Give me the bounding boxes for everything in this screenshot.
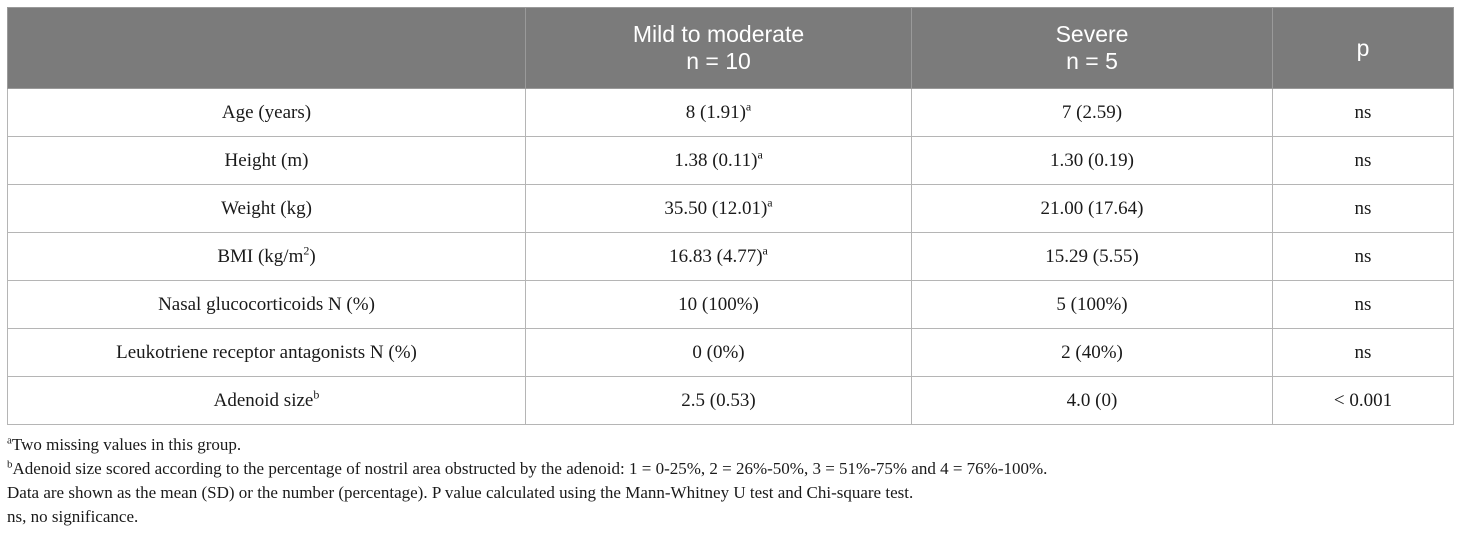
severe-value: 21.00 (17.64) bbox=[911, 184, 1273, 233]
severe-value: 2 (40%) bbox=[911, 328, 1273, 377]
row-label-leukotriene: Leukotriene receptor antagonists N (%) bbox=[7, 328, 526, 377]
row-label-text: Adenoid size bbox=[213, 389, 314, 411]
p-value: ns bbox=[1272, 136, 1454, 185]
table-body: Age (years) 8 (1.91)a 7 (2.59) ns Height… bbox=[7, 88, 1454, 425]
results-table: Mild to moderate n = 10 Severe n = 5 p A… bbox=[7, 7, 1454, 425]
footnote-marker: a bbox=[757, 147, 763, 162]
severe-value: 1.30 (0.19) bbox=[911, 136, 1273, 185]
p-value: ns bbox=[1272, 328, 1454, 377]
table-footnotes: aTwo missing values in this group. bAden… bbox=[7, 433, 1453, 529]
mild-value: 16.83 (4.77) bbox=[669, 245, 763, 267]
table-row: BMI (kg/m2) 16.83 (4.77)a 15.29 (5.55) n… bbox=[7, 232, 1454, 281]
row-label-text: Height (m) bbox=[224, 149, 309, 171]
header-severe-n: n = 5 bbox=[1066, 48, 1118, 74]
severe-value: 7 (2.59) bbox=[911, 88, 1273, 137]
row-label-age: Age (years) bbox=[7, 88, 526, 137]
table-row: Weight (kg) 35.50 (12.01)a 21.00 (17.64)… bbox=[7, 184, 1454, 233]
row-label-text: Age (years) bbox=[221, 101, 312, 123]
mild-value-cell: 10 (100%) bbox=[525, 280, 912, 329]
row-label-height: Height (m) bbox=[7, 136, 526, 185]
row-label-nasal-glucocorticoids: Nasal glucocorticoids N (%) bbox=[7, 280, 526, 329]
row-label-bmi: BMI (kg/m2) bbox=[7, 232, 526, 281]
table-row: Height (m) 1.38 (0.11)a 1.30 (0.19) ns bbox=[7, 136, 1454, 185]
mild-value-cell: 35.50 (12.01)a bbox=[525, 184, 912, 233]
footnote-marker: a bbox=[767, 195, 773, 210]
header-p-value: p bbox=[1272, 7, 1454, 89]
footnote-a-text: Two missing values in this group. bbox=[11, 435, 242, 454]
mild-value-cell: 16.83 (4.77)a bbox=[525, 232, 912, 281]
mild-value: 35.50 (12.01) bbox=[664, 197, 768, 219]
mild-value: 0 (0%) bbox=[692, 341, 745, 363]
p-value: < 0.001 bbox=[1272, 376, 1454, 425]
footnote-ns-note: ns, no significance. bbox=[7, 507, 139, 526]
table-row: Leukotriene receptor antagonists N (%) 0… bbox=[7, 328, 1454, 377]
severe-value: 5 (100%) bbox=[911, 280, 1273, 329]
p-value: ns bbox=[1272, 184, 1454, 233]
p-value: ns bbox=[1272, 88, 1454, 137]
p-value: ns bbox=[1272, 280, 1454, 329]
row-label-sup: 2 bbox=[303, 243, 310, 258]
row-label-suffix: ) bbox=[309, 245, 316, 267]
footnote-data-note: Data are shown as the mean (SD) or the n… bbox=[7, 483, 914, 502]
footnote-marker: a bbox=[745, 99, 752, 114]
footnote-b-mark: b bbox=[7, 458, 13, 471]
row-label-adenoid-size: Adenoid sizeb bbox=[7, 376, 526, 425]
header-severe: Severe n = 5 bbox=[911, 7, 1273, 89]
footnote-b-text: Adenoid size scored according to the per… bbox=[12, 459, 1048, 478]
mild-value-cell: 8 (1.91)a bbox=[525, 88, 912, 137]
row-label-text: Leukotriene receptor antagonists N (%) bbox=[116, 341, 417, 363]
mild-value-cell: 0 (0%) bbox=[525, 328, 912, 377]
table-header: Mild to moderate n = 10 Severe n = 5 p bbox=[7, 7, 1454, 89]
mild-value: 8 (1.91) bbox=[685, 101, 746, 123]
header-mild-n: n = 10 bbox=[686, 48, 751, 74]
severe-value: 4.0 (0) bbox=[911, 376, 1273, 425]
header-label-cell bbox=[7, 7, 526, 89]
row-label-text: Nasal glucocorticoids N (%) bbox=[158, 293, 375, 315]
footnote-a-mark: a bbox=[7, 434, 12, 447]
table-row: Nasal glucocorticoids N (%) 10 (100%) 5 … bbox=[7, 280, 1454, 329]
mild-value: 10 (100%) bbox=[678, 293, 759, 315]
row-label-sup: b bbox=[313, 387, 320, 402]
header-row: Mild to moderate n = 10 Severe n = 5 p bbox=[7, 7, 1454, 89]
footnote-b: bAdenoid size scored according to the pe… bbox=[7, 457, 1453, 481]
mild-value: 2.5 (0.53) bbox=[681, 389, 756, 411]
table-row: Adenoid sizeb 2.5 (0.53) 4.0 (0) < 0.001 bbox=[7, 376, 1454, 425]
header-mild-to-moderate: Mild to moderate n = 10 bbox=[525, 7, 912, 89]
mild-value: 1.38 (0.11) bbox=[674, 149, 758, 171]
mild-value-cell: 2.5 (0.53) bbox=[525, 376, 912, 425]
header-mild-title: Mild to moderate bbox=[632, 21, 805, 47]
row-label-text: BMI (kg/m bbox=[217, 245, 304, 267]
severe-value: 15.29 (5.55) bbox=[911, 232, 1273, 281]
table-row: Age (years) 8 (1.91)a 7 (2.59) ns bbox=[7, 88, 1454, 137]
header-severe-title: Severe bbox=[1055, 21, 1129, 47]
footnote-a: aTwo missing values in this group. bbox=[7, 433, 1453, 457]
mild-value-cell: 1.38 (0.11)a bbox=[525, 136, 912, 185]
p-value: ns bbox=[1272, 232, 1454, 281]
row-label-weight: Weight (kg) bbox=[7, 184, 526, 233]
footnote-marker: a bbox=[762, 243, 768, 258]
row-label-text: Weight (kg) bbox=[221, 197, 312, 219]
